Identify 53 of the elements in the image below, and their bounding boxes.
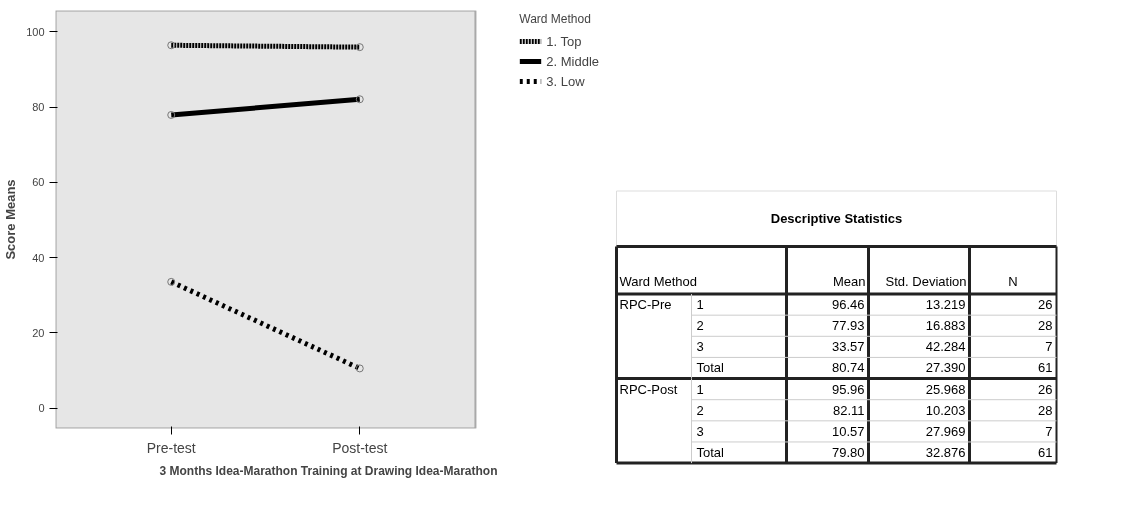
category-label: Mean [832,273,866,289]
text: 7 [1045,339,1053,355]
text: 27.390 [925,360,966,376]
x-tick-label: Pre-test [146,439,196,456]
category-label: Total [696,445,724,461]
text: 82.11 [832,402,865,418]
category-label: N [1008,273,1018,289]
text: 10.203 [925,402,966,418]
category-label: 2 [696,402,704,418]
text: 16.883 [925,318,966,334]
legend-title: Ward Method [519,12,592,26]
y-axis-title: Score Means [3,179,19,260]
text: 10.57 [831,423,865,439]
text: 13.219 [925,297,966,313]
text: 25.968 [925,381,966,397]
text: 27.969 [925,423,966,439]
legend-label: 3. Low [546,73,585,89]
y-tick-label: 100 [26,25,45,38]
category-label: Ward Method [619,273,698,289]
y-tick-label: 20 [32,326,45,339]
x-axis-title: 3 Months Idea-Marathon Training at Drawing Idea-Marathon [159,463,498,478]
text: 28 [1038,318,1053,334]
text: 80.74 [831,360,865,376]
category-label: 3 [696,339,704,355]
text: 7 [1045,423,1053,439]
text: 61 [1038,360,1053,376]
text: 61 [1038,445,1053,461]
text: 28 [1038,402,1053,418]
category-label: RPC-Post [619,381,678,397]
category-label: 1 [696,381,704,397]
category-label: 1 [696,297,704,313]
legend-label: 1. Top [546,33,582,49]
y-tick-label: 40 [32,251,45,264]
y-tick-label: 80 [32,101,45,114]
category-label: RPC-Pre [619,297,672,313]
text: 79.80 [831,445,865,461]
legend-label: 2. Middle [546,53,599,69]
text: 42.284 [925,339,966,355]
text: 26 [1038,297,1053,313]
category-label: Total [696,360,724,376]
y-tick-label: 60 [32,176,45,189]
text: 33.57 [831,339,865,355]
text: 77.93 [831,318,865,334]
y-tick-label: 0 [38,402,45,415]
category-label: 2 [696,318,704,334]
category-label: Std. Deviation [885,273,967,289]
text: Descriptive Statistics [770,211,903,227]
text: 32.876 [925,445,966,461]
text: 26 [1038,381,1053,397]
category-label: 3 [696,423,704,439]
text: 95.96 [831,381,865,397]
text: 96.46 [831,297,865,313]
x-tick-label: Post-test [332,439,388,456]
